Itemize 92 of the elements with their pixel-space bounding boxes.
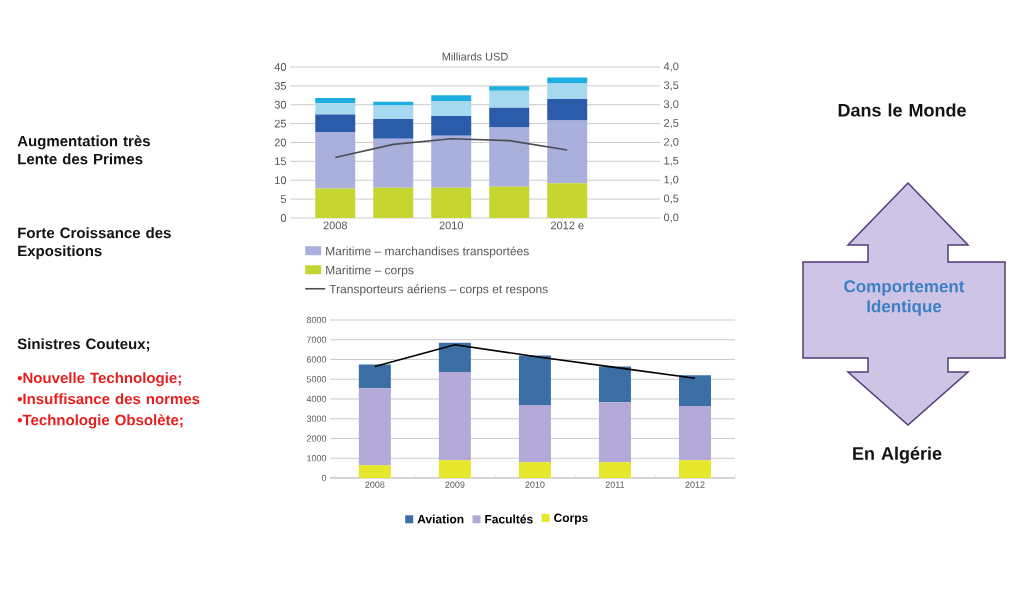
text: Comportement Identique	[844, 280, 965, 316]
bar	[547, 77, 588, 84]
legend-label: Facultés	[485, 514, 533, 524]
y2-tick-label: 1,5	[664, 156, 679, 166]
bar	[489, 127, 530, 187]
bar	[431, 116, 472, 136]
text: Forte Croissance des Expositions	[18, 227, 171, 260]
bar	[518, 355, 551, 405]
x-tick-label: 2012	[685, 481, 705, 488]
legend-label: Aviation	[417, 514, 464, 524]
y-tick-label: 3000	[306, 415, 327, 422]
bar	[438, 460, 471, 478]
bar	[489, 186, 530, 218]
bar	[373, 187, 414, 218]
bar	[438, 371, 471, 461]
line-series	[334, 137, 569, 159]
bar	[315, 97, 356, 104]
legend-label: Corps	[554, 513, 588, 525]
y2-tick-label: 0,0	[663, 213, 679, 223]
y-tick-label: 5000	[306, 376, 327, 383]
x-tick-label: 2008	[323, 221, 347, 230]
text: Dans le Monde	[838, 103, 966, 117]
bar	[598, 366, 631, 403]
y2-tick-label: 0,5	[663, 194, 679, 204]
bar	[373, 119, 414, 139]
bar	[358, 364, 391, 389]
bar	[547, 183, 588, 218]
chart-title: Milliards USD	[442, 52, 508, 61]
y-tick-label: 10	[275, 176, 287, 185]
text: Augmentation très Lente des Primes	[17, 135, 150, 165]
y-tick-label: 6000	[306, 356, 327, 363]
y-tick-label: 0	[321, 474, 327, 482]
bar	[489, 90, 530, 108]
bar	[358, 388, 391, 466]
bar	[431, 187, 472, 218]
y-tick-label: 1000	[307, 455, 327, 462]
bar	[315, 131, 356, 189]
y2-tick-label: 3,0	[663, 100, 679, 110]
bar	[431, 100, 472, 117]
y-tick-label: 4000	[306, 395, 327, 403]
y-tick-label: 35	[274, 81, 287, 90]
bar	[678, 405, 711, 461]
bar	[598, 462, 631, 478]
bar	[518, 462, 551, 478]
y-tick-label: 5	[280, 195, 287, 203]
bar	[678, 375, 711, 406]
bar	[373, 105, 414, 120]
text: •Technologie Obsolète;	[17, 414, 183, 429]
y-tick-label: 8000	[306, 316, 327, 324]
y2-tick-label: 4,0	[663, 62, 679, 72]
y-tick-label: 30	[274, 100, 287, 109]
x-tick-label: 2011	[605, 481, 625, 488]
bar	[489, 86, 530, 91]
y-tick-label: 20	[274, 138, 287, 147]
y-tick-label: 2000	[306, 435, 327, 442]
bar	[489, 107, 530, 128]
y-tick-label: 40	[274, 63, 287, 71]
x-tick-label: 2008	[365, 481, 385, 488]
bar	[358, 465, 391, 478]
text: Sinistres Couteux;	[17, 338, 150, 352]
y2-tick-label: 1,0	[664, 175, 679, 185]
x-tick-label: 2012 e	[550, 221, 584, 230]
legend-label: Transporteurs aériens – corps et respons	[329, 284, 548, 296]
y-tick-label: 7000	[306, 336, 327, 343]
bar	[678, 460, 711, 478]
x-tick-label: 2009	[445, 481, 465, 488]
bar	[315, 103, 356, 115]
y2-tick-label: 2,5	[664, 119, 679, 129]
y2-tick-label: 2,0	[664, 137, 679, 148]
text: En Algérie	[853, 446, 942, 464]
legend-label: Maritime – corps	[326, 265, 414, 277]
y-tick-label: 15	[275, 157, 287, 166]
bar	[547, 99, 588, 121]
bar	[373, 138, 414, 188]
bar	[547, 120, 588, 184]
y-tick-label: 0	[280, 214, 287, 222]
x-tick-label: 2010	[525, 481, 545, 488]
bar	[438, 342, 471, 372]
line-series	[374, 343, 696, 380]
text: •Nouvelle Technologie;	[17, 372, 181, 387]
bar	[598, 402, 631, 463]
bar	[547, 83, 588, 100]
bar	[518, 404, 551, 463]
text: •Insuffisance des normes	[17, 393, 200, 405]
x-tick-label: 2010	[439, 221, 464, 230]
bar	[315, 188, 356, 218]
y-tick-label: 25	[274, 119, 287, 128]
bar	[431, 135, 472, 188]
y2-tick-label: 3,5	[663, 81, 679, 91]
bar	[431, 95, 472, 101]
bar	[315, 114, 356, 132]
legend-label: Maritime – marchandises transportées	[326, 246, 529, 258]
